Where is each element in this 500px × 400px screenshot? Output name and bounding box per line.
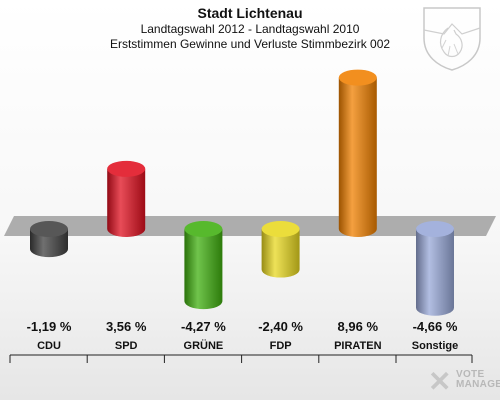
category-label: SPD (115, 340, 138, 352)
vote-manager-line2: MANAGER (456, 379, 500, 390)
value-label: 3,56 % (106, 319, 147, 334)
bar-cap (338, 69, 377, 86)
category-label: CDU (37, 340, 61, 352)
chart-subtitle-2: Erststimmen Gewinne und Verluste Stimmbe… (109, 37, 391, 51)
bar-cap (261, 221, 300, 237)
value-label: -2,40 % (258, 319, 303, 334)
bar-spd (107, 160, 146, 237)
chart-titles: Stadt Lichtenau Landtagswahl 2012 - Land… (0, 4, 500, 52)
bar-cap (416, 221, 454, 237)
bar-body (416, 229, 454, 316)
bar-body (107, 168, 146, 237)
bar-fdp (261, 221, 300, 278)
bar-piraten (338, 69, 377, 238)
bar-body (261, 229, 300, 278)
bar-body (30, 229, 68, 258)
value-label: -1,19 % (27, 319, 72, 334)
vote-manager-line1: VOTE (456, 369, 485, 380)
value-label: -4,66 % (413, 319, 458, 334)
bar-body (338, 77, 377, 238)
category-label: GRÜNE (184, 339, 224, 352)
coat-of-arms-icon (423, 7, 481, 71)
chart-subtitle: Landtagswahl 2012 - Landtagswahl 2010 (140, 22, 360, 36)
bar-sonstige (416, 221, 454, 316)
vote-manager-logo: ✕ VOTE MANAGER (428, 366, 500, 400)
vote-manager-mark-icon: ✕ (428, 366, 452, 397)
chart-title: Stadt Lichtenau (197, 5, 303, 21)
category-label: PIRATEN (334, 340, 382, 352)
vote-manager-text: VOTE MANAGER (456, 370, 500, 390)
bar-body (184, 229, 223, 310)
value-label: 8,96 % (338, 319, 379, 334)
bar-grüne (184, 221, 223, 310)
category-label: FDP (270, 340, 292, 352)
bar-cap (30, 221, 68, 237)
value-label: -4,27 % (181, 319, 226, 334)
bar-cdu (30, 221, 68, 258)
category-label: Sonstige (412, 340, 458, 352)
bar-cap (107, 160, 146, 177)
bar-cap (184, 221, 223, 237)
